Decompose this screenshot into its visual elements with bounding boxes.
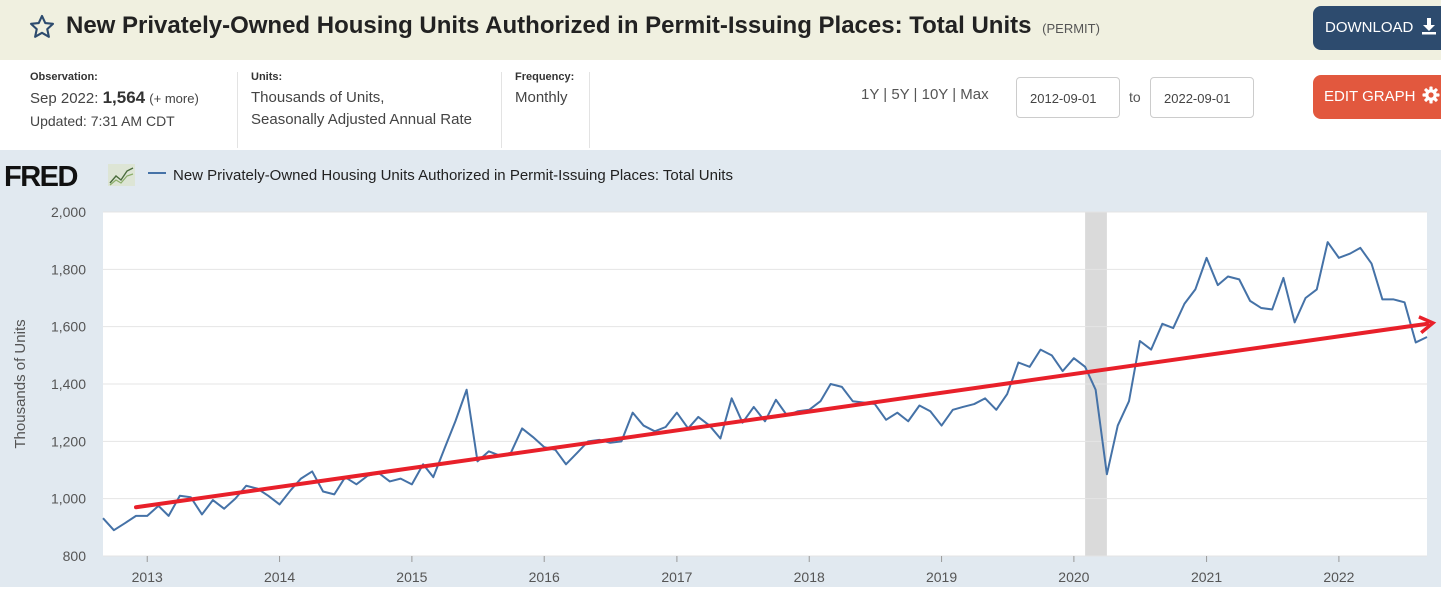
end-date-input[interactable]: 2022-09-01 [1150, 77, 1254, 118]
x-tick-label: 2017 [661, 569, 692, 585]
x-tick-label: 2022 [1323, 569, 1354, 585]
download-label: DOWNLOAD [1325, 19, 1414, 36]
frequency-block: Frequency: Monthly [515, 70, 574, 109]
x-tick-label: 2019 [926, 569, 957, 585]
series-line [102, 241, 1428, 532]
range-5y[interactable]: 5Y [891, 86, 910, 103]
page-title: New Privately-Owned Housing Units Author… [66, 12, 1100, 40]
y-tick-label: 800 [63, 548, 87, 564]
frequency-label: Frequency: [515, 71, 575, 83]
observation-more-link[interactable]: (+ more) [149, 91, 199, 106]
x-tick-label: 2013 [132, 569, 163, 585]
range-1y[interactable]: 1Y [861, 86, 880, 103]
divider [237, 72, 238, 148]
range-selector: 1Y | 5Y | 10Y | Max [861, 86, 989, 103]
line-chart: FRED New Privately-Owned Housing Units A… [4, 161, 1437, 585]
y-tick-label: 1,800 [51, 261, 86, 277]
download-icon [1421, 18, 1436, 35]
x-tick-label: 2016 [529, 569, 560, 585]
favorite-star-icon[interactable] [28, 13, 56, 41]
trend-arrow-line [133, 321, 1429, 510]
y-tick-label: 2,000 [51, 204, 86, 220]
y-axis-label: Thousands of Units [12, 319, 29, 448]
y-tick-label: 1,400 [51, 376, 86, 392]
range-10y[interactable]: 10Y [921, 86, 949, 103]
trend-arrow-head [1418, 315, 1437, 335]
start-date-input[interactable]: 2012-09-01 [1016, 77, 1120, 118]
edit-graph-label: EDIT GRAPH [1324, 88, 1416, 105]
download-button[interactable]: DOWNLOAD [1313, 6, 1441, 50]
series-title: New Privately-Owned Housing Units Author… [66, 12, 1032, 39]
x-tick-label: 2020 [1058, 569, 1089, 585]
units-block: Units: Thousands of Units, Seasonally Ad… [251, 70, 472, 131]
units-line-2: Seasonally Adjusted Annual Rate [251, 111, 472, 128]
series-code: (PERMIT) [1042, 21, 1100, 36]
observation-value: 1,564 [102, 88, 146, 107]
observation-date: Sep 2022: [30, 90, 99, 107]
observation-block: Observation: Sep 2022: 1,564 (+ more) Up… [30, 70, 199, 132]
to-label: to [1129, 89, 1141, 105]
x-tick-label: 2014 [264, 569, 295, 585]
chart-area: FRED New Privately-Owned Housing Units A… [0, 150, 1441, 587]
frequency-value: Monthly [515, 89, 568, 106]
units-line-1: Thousands of Units, [251, 89, 385, 106]
y-tick-label: 1,600 [51, 319, 86, 335]
fred-logo: FRED [4, 161, 135, 193]
gear-icon [1422, 86, 1440, 104]
x-tick-label: 2018 [794, 569, 825, 585]
updated-time: Updated: 7:31 AM CDT [30, 113, 175, 129]
fred-logo-text: FRED [4, 161, 78, 193]
divider [501, 72, 502, 148]
observation-label: Observation: [30, 71, 98, 83]
y-tick-label: 1,200 [51, 433, 86, 449]
divider [589, 72, 590, 148]
range-max[interactable]: Max [960, 86, 989, 103]
legend-label: New Privately-Owned Housing Units Author… [173, 167, 733, 184]
title-bar: New Privately-Owned Housing Units Author… [0, 0, 1441, 60]
units-label: Units: [251, 71, 283, 83]
y-tick-label: 1,000 [51, 491, 86, 507]
edit-graph-button[interactable]: EDIT GRAPH [1313, 75, 1441, 119]
x-tick-label: 2021 [1191, 569, 1222, 585]
x-tick-label: 2015 [396, 569, 427, 585]
